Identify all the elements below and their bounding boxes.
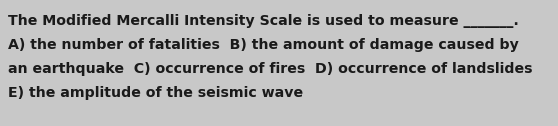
Text: The Modified Mercalli Intensity Scale is used to measure _______.: The Modified Mercalli Intensity Scale is… (8, 14, 519, 28)
Text: A) the number of fatalities  B) the amount of damage caused by: A) the number of fatalities B) the amoun… (8, 38, 519, 52)
Text: E) the amplitude of the seismic wave: E) the amplitude of the seismic wave (8, 86, 303, 100)
Text: an earthquake  C) occurrence of fires  D) occurrence of landslides: an earthquake C) occurrence of fires D) … (8, 62, 532, 76)
